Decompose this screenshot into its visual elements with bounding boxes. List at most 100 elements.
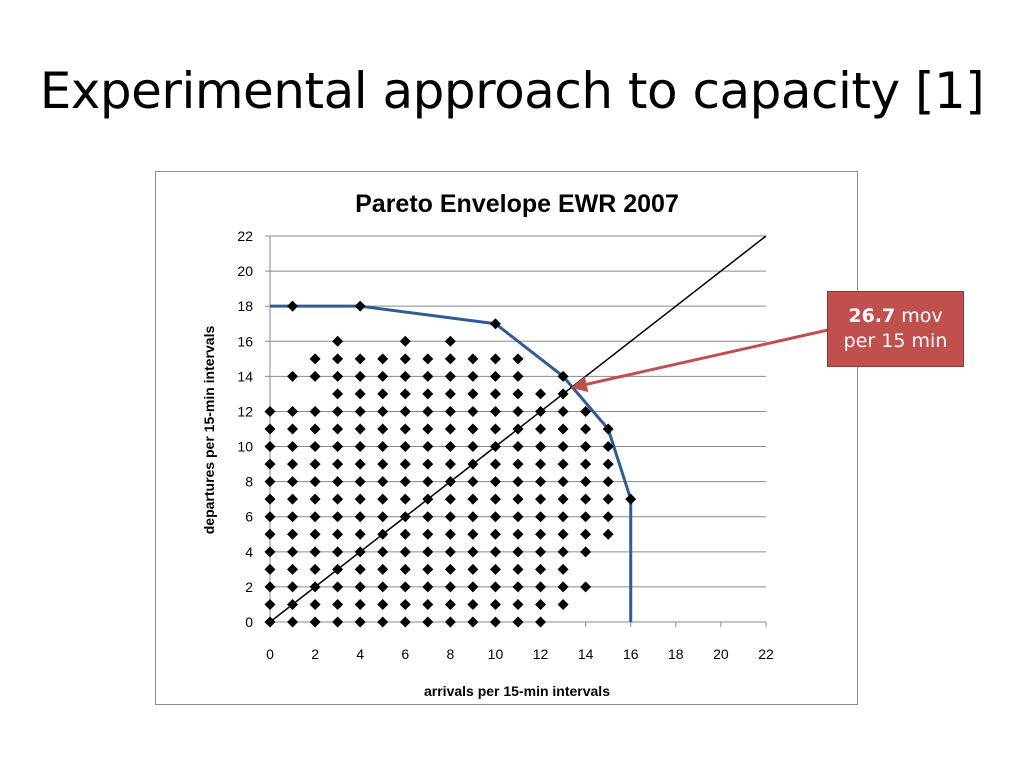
data-point [354, 476, 366, 488]
tick-label-x: 4 [356, 646, 364, 662]
data-point [467, 581, 479, 593]
data-point [332, 423, 344, 435]
data-point [287, 493, 299, 505]
data-point [332, 598, 344, 610]
data-point [332, 370, 344, 382]
data-point [535, 476, 547, 488]
data-point [535, 563, 547, 575]
tick-label-y: 2 [245, 579, 253, 595]
data-point [287, 598, 299, 610]
data-point [512, 370, 524, 382]
data-point [602, 528, 614, 540]
data-point [444, 528, 456, 540]
data-point [354, 563, 366, 575]
data-point [535, 511, 547, 523]
data-point [580, 405, 592, 417]
data-point [264, 511, 276, 523]
tick-label-x: 16 [623, 646, 639, 662]
data-point [332, 493, 344, 505]
data-point [354, 423, 366, 435]
data-point [332, 546, 344, 558]
data-point [264, 563, 276, 575]
tick-label-y: 8 [245, 474, 253, 490]
data-point [467, 476, 479, 488]
data-point [354, 458, 366, 470]
tick-label-x: 22 [758, 646, 774, 662]
x-axis-label: arrivals per 15-min intervals [424, 683, 610, 699]
data-point [444, 370, 456, 382]
data-point [467, 405, 479, 417]
data-point [602, 511, 614, 523]
data-point [467, 458, 479, 470]
data-point [557, 476, 569, 488]
data-point [377, 511, 389, 523]
data-point [422, 458, 434, 470]
data-point [399, 563, 411, 575]
data-point [332, 528, 344, 540]
data-point [422, 353, 434, 365]
data-point [602, 441, 614, 453]
data-point [489, 441, 501, 453]
data-point [512, 458, 524, 470]
data-point [489, 581, 501, 593]
y-axis-label: departures per 15-min intervals [201, 326, 217, 535]
data-point [512, 388, 524, 400]
tick-label-y: 6 [245, 509, 253, 525]
data-point [580, 528, 592, 540]
data-point [557, 458, 569, 470]
data-point [377, 405, 389, 417]
data-point [580, 581, 592, 593]
data-point [332, 441, 344, 453]
data-point [489, 388, 501, 400]
chart-title: Pareto Envelope EWR 2007 [355, 190, 679, 218]
data-point [422, 528, 434, 540]
data-point [467, 563, 479, 575]
data-point [489, 511, 501, 523]
data-point [354, 493, 366, 505]
data-point [512, 511, 524, 523]
data-point [287, 563, 299, 575]
data-point [422, 581, 434, 593]
data-point [309, 511, 321, 523]
data-point [399, 353, 411, 365]
data-point [512, 563, 524, 575]
data-point [264, 616, 276, 628]
data-point [354, 353, 366, 365]
tick-label-x: 10 [488, 646, 504, 662]
data-point [557, 441, 569, 453]
data-point [399, 335, 411, 347]
data-point [557, 388, 569, 400]
data-point [287, 370, 299, 382]
data-point [444, 581, 456, 593]
data-point [535, 581, 547, 593]
data-point [264, 441, 276, 453]
data-point [399, 528, 411, 540]
data-point [422, 423, 434, 435]
data-point [287, 616, 299, 628]
data-point [602, 476, 614, 488]
data-point [354, 388, 366, 400]
data-point [264, 405, 276, 417]
data-point [557, 528, 569, 540]
data-point [422, 370, 434, 382]
data-point [602, 423, 614, 435]
data-point [512, 423, 524, 435]
data-point [467, 616, 479, 628]
data-point [535, 598, 547, 610]
data-point [399, 370, 411, 382]
data-point [535, 388, 547, 400]
tick-label-y: 20 [237, 263, 253, 279]
data-point [580, 546, 592, 558]
data-point [377, 616, 389, 628]
data-point [377, 493, 389, 505]
data-point [354, 441, 366, 453]
data-point [309, 441, 321, 453]
data-point [580, 441, 592, 453]
data-point [535, 616, 547, 628]
data-point [580, 458, 592, 470]
data-point [557, 598, 569, 610]
data-point [287, 458, 299, 470]
data-point [535, 546, 547, 558]
data-point [489, 423, 501, 435]
data-point [332, 581, 344, 593]
